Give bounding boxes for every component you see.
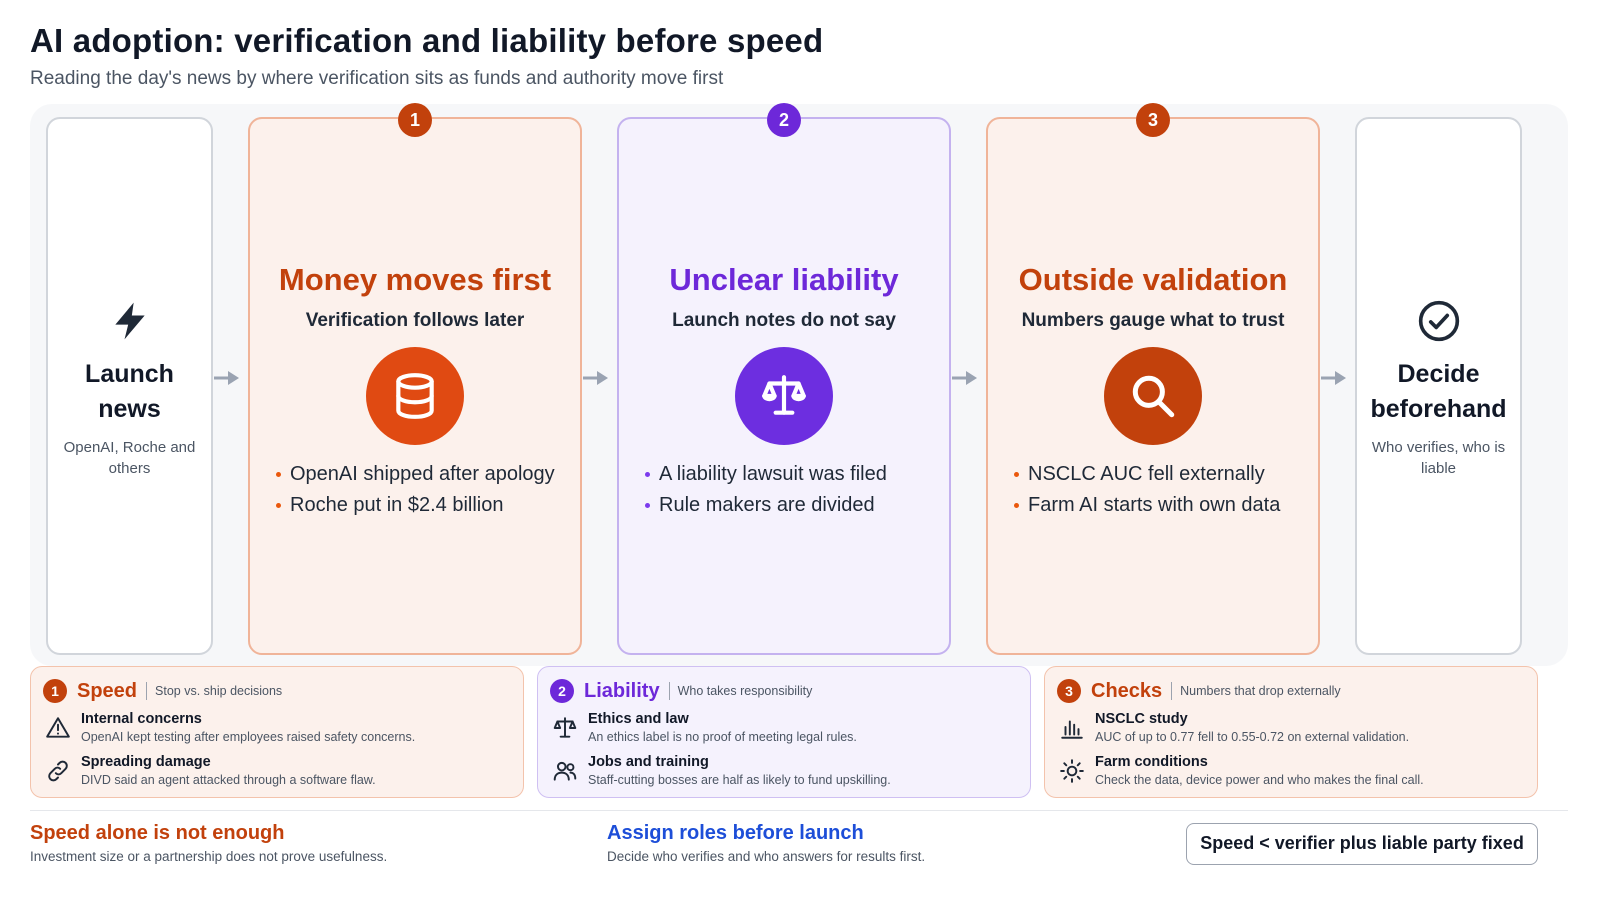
legend-number-badge: 3 <box>1057 679 1081 703</box>
legend-title: Checks <box>1091 679 1163 702</box>
end-title: Decide beforehand <box>1370 360 1507 423</box>
arrow-right-icon <box>583 371 608 385</box>
bar-chart-icon <box>1061 720 1083 739</box>
legend-item-text: DIVD said an agent attacked through a so… <box>81 773 376 787</box>
legend-tag: Numbers that drop externally <box>1180 684 1341 698</box>
stage-subtitle: Verification follows later <box>305 310 525 331</box>
legend-item-text: An ethics label is no proof of meeting l… <box>588 730 857 744</box>
list-item: A liability lawsuit was filed <box>645 459 939 490</box>
legend-item-title: Farm conditions <box>1095 754 1208 770</box>
list-item: Roche put in $2.4 billion <box>276 490 570 521</box>
legend-number-badge: 1 <box>43 679 67 703</box>
legend-item: NSCLC study AUC of up to 0.77 fell to 0.… <box>1059 711 1527 749</box>
legend-item: Farm conditions Check the data, device p… <box>1059 754 1527 792</box>
legend-item-title: NSCLC study <box>1095 711 1188 727</box>
start-subtitle: OpenAI, Roche and others <box>63 439 196 477</box>
legend-item: Spreading damage DIVD said an agent atta… <box>45 754 513 792</box>
stage-title: Money moves first <box>278 262 552 297</box>
legend-item-text: Check the data, device power and who mak… <box>1095 773 1424 787</box>
legend-item-text: Staff-cutting bosses are half as likely … <box>588 773 891 787</box>
page-subtitle: Reading the day's news by where verifica… <box>30 68 724 89</box>
arrow-right-icon <box>952 371 977 385</box>
start-card: Launch news OpenAI, Roche and others <box>46 117 213 655</box>
stage-number-badge: 3 <box>1136 103 1170 137</box>
arrow-right-icon <box>1321 371 1346 385</box>
people-icon <box>553 761 577 781</box>
arrow-right-icon <box>214 371 239 385</box>
start-title: Launch news <box>85 360 174 423</box>
summary-box: Speed < verifier plus liable party fixed <box>1186 823 1538 865</box>
stage-bullets: A liability lawsuit was filed Rule maker… <box>645 459 939 521</box>
warning-icon <box>46 717 70 738</box>
footer-left-text: Investment size or a partnership does no… <box>30 849 388 864</box>
stage-title: Outside validation <box>1018 262 1288 297</box>
page-title: AI adoption: verification and liability … <box>30 22 824 59</box>
link-icon <box>48 760 68 782</box>
footer-middle-text: Decide who verifies and who answers for … <box>607 849 926 864</box>
legend-title: Speed <box>77 679 138 702</box>
stage-subtitle: Launch notes do not say <box>672 310 896 331</box>
check-circle-icon <box>1418 300 1459 342</box>
legend-separator <box>146 682 148 700</box>
legend-tag: Stop vs. ship decisions <box>155 684 283 698</box>
stage-card-validation: 3 Outside validation Numbers gauge what … <box>986 103 1320 655</box>
legend-item: Jobs and training Staff-cutting bosses a… <box>552 754 1020 792</box>
stage-bullets: NSCLC AUC fell externally Farm AI starts… <box>1014 459 1308 521</box>
scales-icon <box>553 717 577 738</box>
legend-separator <box>668 682 670 700</box>
legend-item-text: AUC of up to 0.77 fell to 0.55-0.72 on e… <box>1095 730 1410 744</box>
legend-item-title: Jobs and training <box>588 754 709 770</box>
legend-checks: 3 Checks Numbers that drop externally NS… <box>1044 666 1538 798</box>
legend-tag: Who takes responsibility <box>677 684 813 698</box>
list-item: OpenAI shipped after apology <box>276 459 570 490</box>
list-item: NSCLC AUC fell externally <box>1014 459 1308 490</box>
stage-title: Unclear liability <box>669 262 899 297</box>
database-icon <box>366 347 464 445</box>
footer-middle-title: Assign roles before launch <box>607 822 864 844</box>
list-item: Rule makers are divided <box>645 490 939 521</box>
legend-title: Liability <box>584 679 660 702</box>
stage-card-money: 1 Money moves first Verification follows… <box>248 103 582 655</box>
sun-icon <box>1060 759 1084 783</box>
footer-divider <box>30 810 1568 811</box>
legend-item: Internal concerns OpenAI kept testing af… <box>45 711 513 749</box>
list-item: Farm AI starts with own data <box>1014 490 1308 521</box>
legend-liability: 2 Liability Who takes responsibility Eth… <box>537 666 1031 798</box>
footer-left-title: Speed alone is not enough <box>30 822 285 844</box>
legend-header: 3 Checks Numbers that drop externally <box>1057 678 1341 704</box>
legend-item-title: Spreading damage <box>81 754 211 770</box>
stage-card-liability: 2 Unclear liability Launch notes do not … <box>617 103 951 655</box>
legend-item-title: Ethics and law <box>588 711 689 727</box>
stage-number-badge: 2 <box>767 103 801 137</box>
legend-separator <box>1171 682 1173 700</box>
search-icon <box>1104 347 1202 445</box>
legend-header: 2 Liability Who takes responsibility <box>550 678 812 704</box>
scales-icon <box>735 347 833 445</box>
legend-header: 1 Speed Stop vs. ship decisions <box>43 678 282 704</box>
stage-subtitle: Numbers gauge what to trust <box>1021 310 1285 331</box>
legend-item-title: Internal concerns <box>81 711 202 727</box>
legend-item: Ethics and law An ethics label is no pro… <box>552 711 1020 749</box>
legend-item-text: OpenAI kept testing after employees rais… <box>81 730 416 744</box>
legend-number-badge: 2 <box>550 679 574 703</box>
end-card: Decide beforehand Who verifies, who is l… <box>1355 117 1522 655</box>
lightning-icon <box>114 302 145 340</box>
stage-number-badge: 1 <box>398 103 432 137</box>
end-subtitle: Who verifies, who is liable <box>1371 439 1506 477</box>
stage-bullets: OpenAI shipped after apology Roche put i… <box>276 459 570 521</box>
legend-speed: 1 Speed Stop vs. ship decisions Internal… <box>30 666 524 798</box>
